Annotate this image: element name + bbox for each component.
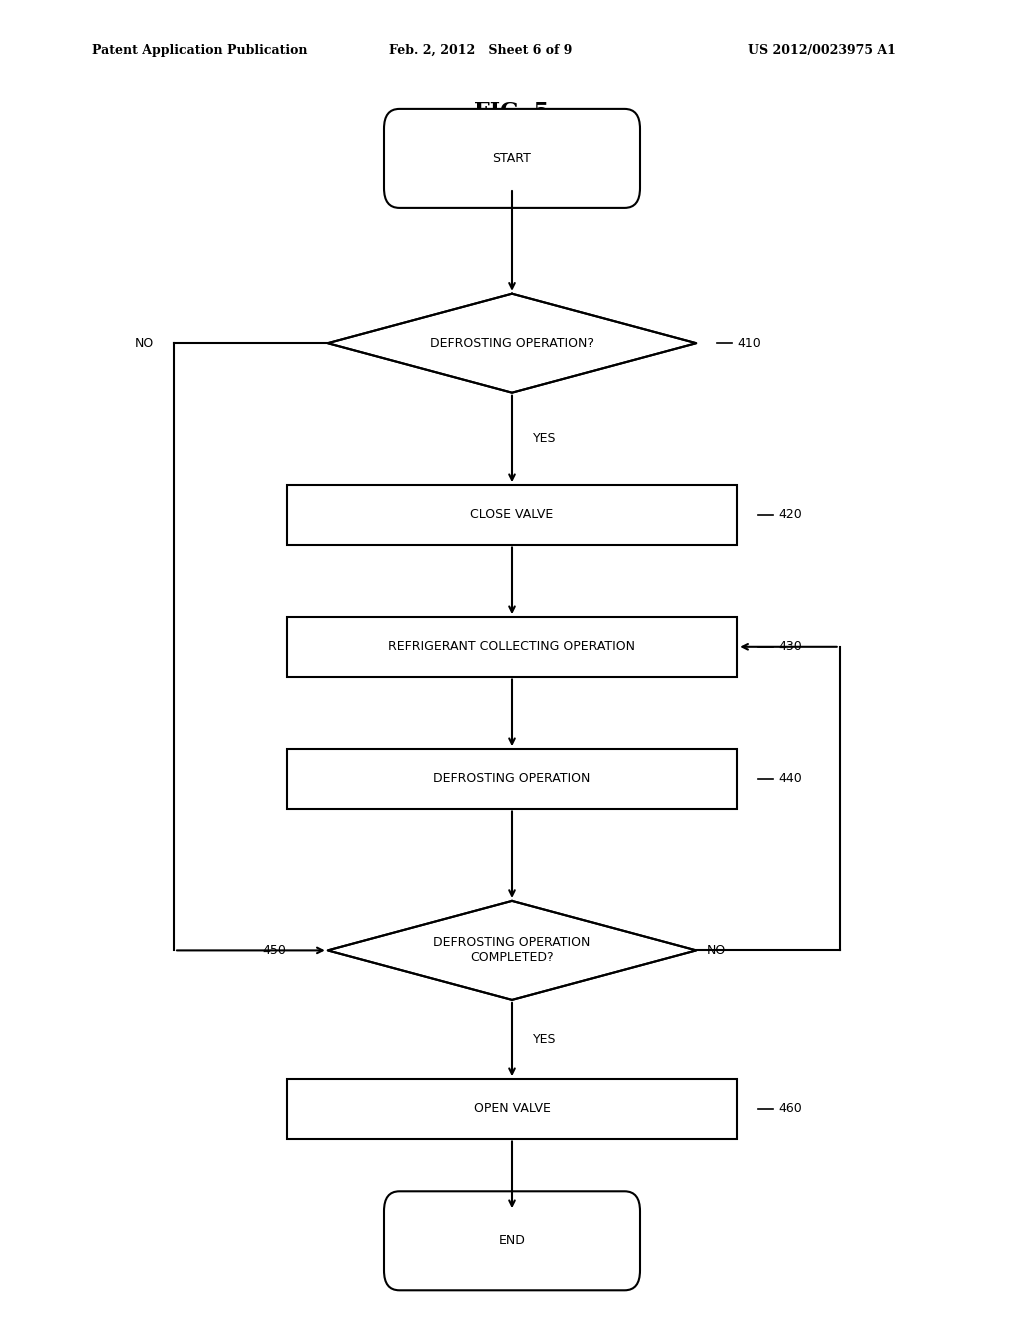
Text: 450: 450: [263, 944, 287, 957]
Text: US 2012/0023975 A1: US 2012/0023975 A1: [748, 44, 895, 57]
Text: DEFROSTING OPERATION
COMPLETED?: DEFROSTING OPERATION COMPLETED?: [433, 936, 591, 965]
Text: YES: YES: [532, 1034, 556, 1045]
Text: END: END: [499, 1234, 525, 1247]
Text: START: START: [493, 152, 531, 165]
Bar: [287, 750, 737, 808]
Text: NO: NO: [134, 337, 154, 350]
Bar: [287, 618, 737, 676]
Text: 430: 430: [778, 640, 802, 653]
Text: DEFROSTING OPERATION?: DEFROSTING OPERATION?: [430, 337, 594, 350]
Bar: [287, 484, 737, 544]
Text: YES: YES: [532, 433, 556, 445]
Text: CLOSE VALVE: CLOSE VALVE: [470, 508, 554, 521]
Polygon shape: [328, 900, 696, 1001]
Text: 410: 410: [737, 337, 761, 350]
Text: REFRIGERANT COLLECTING OPERATION: REFRIGERANT COLLECTING OPERATION: [388, 640, 636, 653]
Text: 460: 460: [778, 1102, 802, 1115]
Polygon shape: [328, 294, 696, 393]
Text: NO: NO: [707, 944, 726, 957]
FancyBboxPatch shape: [384, 110, 640, 207]
Bar: [287, 1080, 737, 1138]
Text: OPEN VALVE: OPEN VALVE: [473, 1102, 551, 1115]
FancyBboxPatch shape: [384, 1191, 640, 1291]
Text: 420: 420: [778, 508, 802, 521]
Text: DEFROSTING OPERATION: DEFROSTING OPERATION: [433, 772, 591, 785]
Text: Feb. 2, 2012   Sheet 6 of 9: Feb. 2, 2012 Sheet 6 of 9: [389, 44, 572, 57]
Text: FIG. 5: FIG. 5: [474, 102, 550, 123]
Text: 440: 440: [778, 772, 802, 785]
Text: Patent Application Publication: Patent Application Publication: [92, 44, 307, 57]
